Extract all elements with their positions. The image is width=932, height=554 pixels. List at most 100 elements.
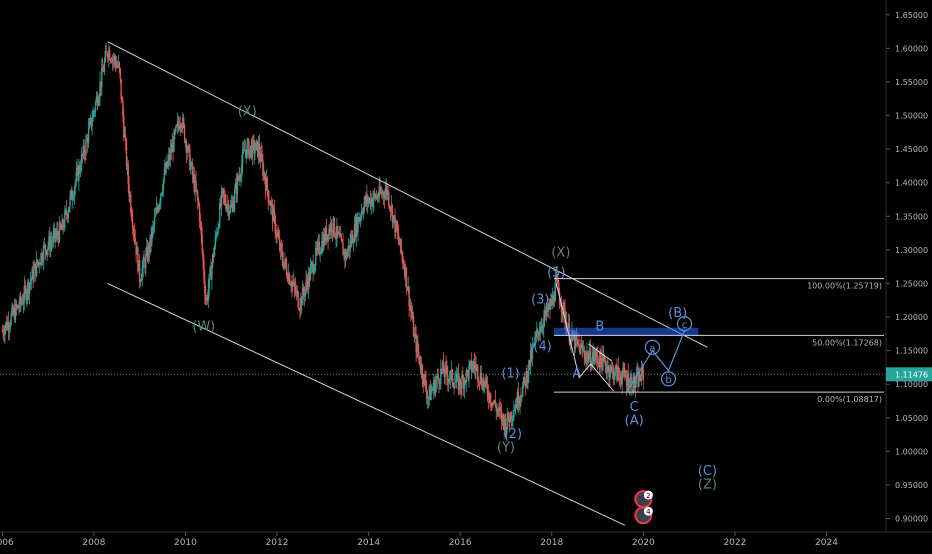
candle-body: [235, 183, 238, 194]
wave-label: (Z): [698, 477, 717, 492]
candle-body: [14, 303, 17, 321]
candle-body: [241, 151, 244, 164]
candle-body: [176, 121, 179, 126]
candle-body: [78, 165, 80, 181]
candle-body: [269, 202, 271, 206]
candle-body: [626, 373, 629, 386]
candle-body: [139, 281, 142, 283]
candle-body: [464, 380, 467, 383]
candle-body: [47, 245, 49, 250]
candle-body: [138, 260, 141, 282]
price-axis[interactable]: 0.90000 0.95000 1.00000 1.05000 1.10000 1.150…: [886, 11, 932, 524]
candle-body: [271, 204, 274, 222]
candle-body: [18, 307, 20, 309]
candle-body: [163, 169, 166, 180]
candle-body: [366, 195, 368, 204]
candle-body: [612, 368, 615, 380]
candle-body: [242, 149, 245, 152]
candle-body: [20, 302, 23, 304]
channel-line-1[interactable]: [107, 41, 708, 348]
candle-body: [196, 189, 198, 194]
candle-body: [388, 192, 390, 206]
candle-body: [595, 351, 597, 357]
candle-body: [4, 328, 6, 336]
candle-body: [627, 373, 630, 390]
candle-body: [396, 221, 398, 231]
candle-body: [324, 227, 327, 242]
candle-body: [322, 240, 324, 250]
candle-body: [475, 366, 477, 370]
candle-body: [109, 49, 111, 60]
candle-body: [617, 367, 619, 381]
time-tick-label: 2014: [357, 538, 380, 548]
candle-body: [433, 380, 435, 390]
candle-body: [195, 180, 197, 190]
candle-body: [7, 321, 10, 330]
candle-body: [589, 348, 592, 367]
time-axis[interactable]: 2006 2008 2010 2012 2014 2016 2018 2020 2022 2024: [0, 532, 838, 548]
candle-body: [483, 379, 485, 387]
candle-body: [296, 290, 298, 292]
candle-body: [24, 286, 26, 289]
candle-body: [73, 188, 76, 198]
projection-path[interactable]: [626, 330, 686, 392]
candle-body: [46, 249, 48, 255]
candle-body: [389, 205, 391, 209]
candle-body: [470, 360, 473, 372]
candle-body: [590, 365, 593, 367]
candle-body: [31, 268, 33, 279]
candle-body: [148, 245, 151, 253]
candle-body: [140, 279, 143, 282]
candle-body: [233, 202, 235, 211]
candle-body: [514, 409, 516, 412]
candle-body: [378, 185, 380, 198]
candle-body: [282, 260, 284, 268]
candle-body: [313, 271, 315, 274]
candle-body: [158, 204, 160, 211]
candle-body: [463, 380, 466, 389]
candle-body: [28, 282, 30, 294]
candle-body: [42, 245, 45, 261]
candle-body: [431, 390, 433, 392]
current-price-tag[interactable]: [886, 367, 932, 382]
candle-body: [578, 343, 580, 346]
candle-body: [95, 96, 98, 103]
candle-body: [211, 265, 213, 280]
candle-body: [532, 344, 534, 347]
candle-body: [277, 232, 279, 237]
candle-body: [337, 225, 339, 234]
candle-body: [318, 241, 320, 254]
candle-body: [536, 329, 539, 332]
candle-body: [246, 144, 248, 158]
candle-body: [94, 102, 97, 111]
candle-body: [340, 234, 342, 240]
wave-label: (4): [533, 340, 551, 355]
channel-line-2[interactable]: [107, 283, 626, 526]
candle-body: [623, 367, 625, 371]
target-zone[interactable]: [554, 327, 699, 336]
candle-body: [84, 154, 86, 155]
candle-body: [508, 419, 511, 423]
candle-body: [549, 302, 551, 310]
candle-body: [499, 409, 502, 411]
candle-body: [531, 346, 534, 359]
candle-body: [424, 374, 426, 379]
candle-body: [557, 279, 559, 283]
candle-body: [93, 111, 95, 113]
candle-body: [174, 131, 176, 133]
candle-body: [596, 355, 599, 362]
candle-body: [331, 231, 334, 233]
candle-body: [426, 398, 429, 400]
candle-body: [416, 341, 418, 353]
candle-body: [271, 202, 273, 205]
candle-body: [55, 235, 57, 239]
candle-body: [98, 96, 100, 102]
candle-body: [201, 234, 203, 251]
candle-body: [52, 233, 55, 242]
candle-body: [327, 234, 329, 240]
candle-body: [219, 202, 221, 227]
candle-body: [543, 318, 545, 328]
candle-body: [133, 230, 136, 239]
